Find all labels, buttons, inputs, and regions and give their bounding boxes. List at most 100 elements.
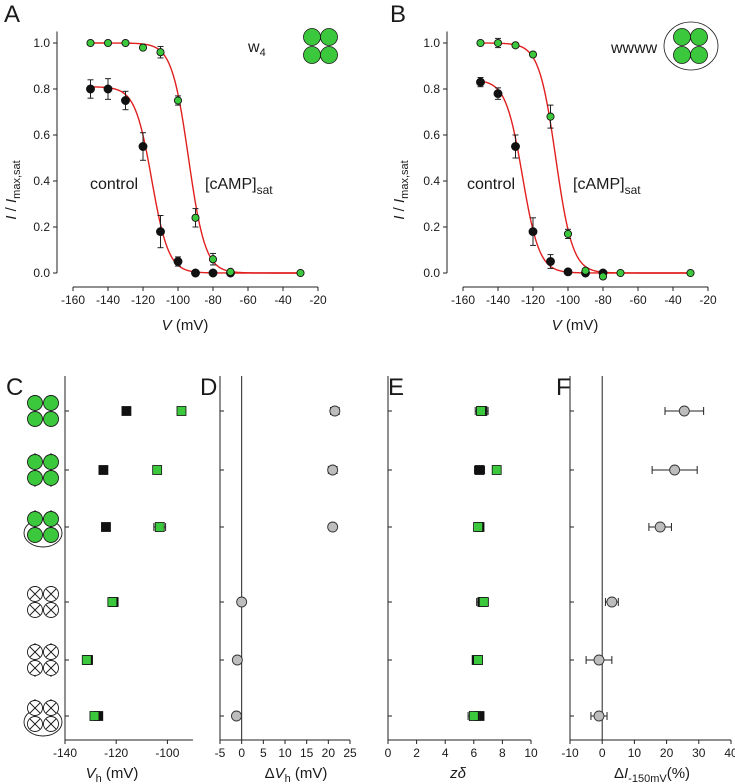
panel-b-point-camp	[616, 268, 625, 278]
panel-label-f: F	[556, 374, 571, 401]
panel-b-y-tick-label: 0.0	[423, 266, 440, 280]
panel-b-x-tick-label: -80	[594, 293, 612, 307]
panel-d-x-tick-label: 20	[322, 746, 336, 760]
row-icon-m2m2-cross	[45, 662, 57, 674]
panel-a-point-camp	[121, 38, 130, 48]
panel-a-ylabel: I / Imax,sat	[3, 160, 23, 219]
panel-a-control-label: control	[90, 176, 138, 193]
panel-f-marker-delta	[654, 521, 666, 533]
panel-b-y-tick-label: 0.6	[423, 128, 440, 142]
panel-a-x-tick-label: -100	[166, 293, 190, 307]
panel-e-marker-camp	[476, 406, 486, 416]
row-icon-m1m1m1m1-loop	[23, 707, 63, 737]
panel-c-marker-control	[101, 522, 111, 532]
panel-b-x-tick-label: -120	[521, 293, 545, 307]
panel-c-x-tick-label: -100	[155, 746, 179, 760]
panel-f-marker-delta	[678, 405, 690, 417]
row-icon-w4-subunit	[27, 395, 43, 411]
panel-label-c: C	[6, 374, 23, 401]
panel-d-marker-delta	[231, 710, 242, 722]
row-icon-m4-cross	[29, 588, 41, 600]
panel-e-marker-camp	[473, 655, 483, 665]
panel-b-point-control	[493, 89, 503, 99]
row-icon-m2m2-cross	[45, 646, 57, 658]
row-icon-m1m1m1m1-cross	[45, 702, 57, 714]
panel-a-y-tick-label: 1.0	[33, 36, 50, 50]
row-icon-w2w2	[27, 453, 59, 487]
panel-e-plot: 0 2 4 6 8 10	[385, 376, 538, 760]
panel-b-point-camp	[563, 229, 573, 238]
panel-a-x-tick-label: -20	[309, 293, 327, 307]
row-icon-m4-cross	[29, 604, 41, 616]
panel-d-marker-delta	[236, 596, 248, 608]
panel-b-y-tick-label: 0.2	[423, 220, 440, 234]
panel-a-y-tick-label: 0.8	[33, 82, 50, 96]
panel-e-marker-control	[474, 465, 485, 475]
panel-b-point-control	[546, 257, 555, 266]
panel-a-y-tick-label: 0.2	[33, 220, 50, 234]
panel-a-point-camp	[173, 96, 183, 105]
panel-f-x-tick-label: 0	[599, 746, 606, 760]
panel-b-point-control	[511, 142, 520, 151]
row-icon-m4-cross	[45, 588, 57, 600]
panel-a-point-camp	[156, 48, 165, 57]
panel-a-point-camp	[226, 267, 235, 276]
panel-d-marker-delta	[329, 405, 341, 417]
panel-d-x-tick-label: 25	[343, 746, 357, 760]
panel-b-point-camp	[511, 41, 520, 50]
panel-a-x-tick-label: -40	[274, 293, 292, 307]
panel-d-x-tick-label: 0	[238, 746, 245, 760]
panel-c-marker-camp	[107, 597, 118, 607]
panel-b-point-camp	[546, 112, 555, 121]
row-icon-w1w1w1w1-loop	[23, 518, 63, 548]
panel-a-y-tick-label: 0.0	[33, 266, 50, 280]
panel-d-xlabel: ΔVh (mV)	[265, 765, 328, 784]
panel-a-camp-label: [cAMP]sat	[205, 176, 273, 197]
panel-label-e: E	[388, 374, 404, 401]
panel-a-y-tick-label: 0.4	[33, 174, 50, 188]
panel-c-plot: -140 -120 -100	[53, 376, 193, 760]
panel-a-point-camp	[103, 38, 113, 48]
panel-c-marker-control	[121, 406, 132, 416]
panel-f-x-tick-label: -10	[561, 746, 579, 760]
row-icon-w1w1w1w1-subunit	[43, 527, 59, 543]
row-icon-w4	[27, 395, 59, 427]
panel-a-y-tick-label: 0.6	[33, 128, 50, 142]
panel-d-x-tick-label: 10	[278, 746, 292, 760]
row-icon-w1w1w1w1-subunit	[27, 527, 43, 543]
row-icon-m2m2-cross	[29, 662, 41, 674]
panel-a-x-tick-label: -120	[131, 293, 155, 307]
panel-d-x-tick-label: -5	[215, 746, 226, 760]
panel-a-point-camp	[208, 255, 218, 264]
row-icon-w4-subunit	[43, 411, 59, 427]
panel-a-point-control	[121, 96, 130, 105]
panel-b-xlabel: V (mV)	[552, 317, 599, 334]
panel-b-plot: 0.0 0.2 0.4 0.6 0.8 1.0 -160 -140 -120 -100 -80 -60…	[423, 31, 717, 307]
panel-b-y-tick-label: 1.0	[423, 36, 440, 50]
panel-a-point-camp	[191, 213, 200, 222]
row-icon-w1w1w1w1	[23, 510, 63, 548]
panel-c-marker-camp	[154, 522, 165, 532]
panel-a-point-control	[138, 142, 148, 151]
panel-c-marker-camp	[176, 406, 187, 416]
panel-b-point-control	[476, 77, 485, 87]
panel-f-plot: -10 0 10 20 30 40	[561, 376, 735, 760]
panel-a-point-control	[156, 227, 165, 237]
panel-d-marker-delta	[327, 464, 339, 476]
panel-d-x-tick-label: 5	[260, 746, 267, 760]
row-icon-m2m2-cross	[29, 646, 41, 658]
row-icon-m1m1m1m1-cross	[29, 702, 41, 714]
row-icon-m4-cross	[45, 604, 57, 616]
panel-b-y-tick-label: 0.4	[423, 174, 440, 188]
panel-e-x-tick-label: 4	[442, 746, 449, 760]
panel-b-x-tick-label: -20	[699, 293, 717, 307]
panel-e-marker-camp	[478, 597, 489, 607]
row-icon-w2w2-subunit	[43, 470, 59, 486]
panel-f-marker-delta	[593, 710, 605, 722]
panel-b-channel-label: wwww	[610, 40, 658, 57]
panel-a-w4-icon	[303, 28, 338, 64]
panel-a-x-tick-label: -60	[239, 293, 257, 307]
panel-e-x-tick-label: 6	[470, 746, 477, 760]
panel-a-point-control	[208, 268, 218, 278]
